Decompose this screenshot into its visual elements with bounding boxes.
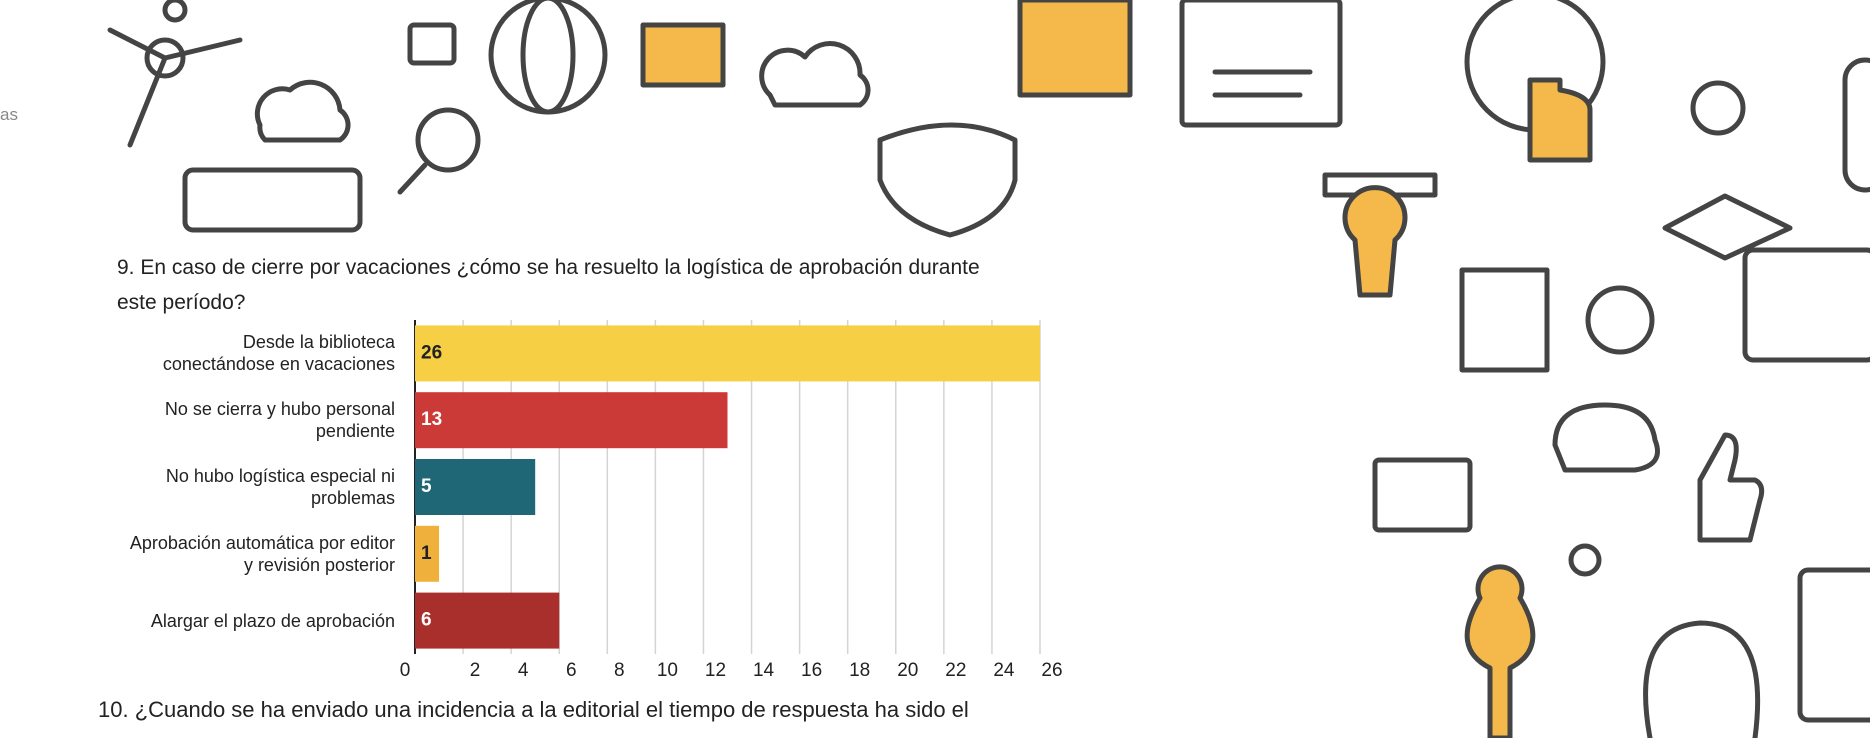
value-label: 5	[421, 476, 432, 497]
decor-icon	[1646, 623, 1758, 738]
x-tick-label: 2	[470, 660, 481, 681]
x-tick-label: 10	[657, 660, 678, 681]
decor-icon	[1588, 288, 1652, 352]
next-question: 10. ¿Cuando se ha enviado una incidencia…	[98, 697, 969, 723]
decor-icon	[491, 0, 605, 112]
decor-icon	[1800, 570, 1870, 720]
value-label: 26	[421, 342, 442, 363]
decor-banner	[110, 0, 1870, 235]
decor-icon	[643, 25, 723, 85]
decor-icon	[1182, 0, 1340, 125]
decor-icon	[400, 165, 425, 192]
x-tick-label: 6	[566, 660, 577, 681]
decor-icon	[410, 25, 454, 63]
decor-icon	[880, 125, 1015, 235]
decor-icon	[418, 110, 478, 170]
decor-icon	[1462, 270, 1547, 370]
x-tick-label: 0	[400, 660, 411, 681]
decor-icon	[1700, 435, 1762, 540]
x-tick-label: 4	[518, 660, 529, 681]
category-label: Desde la biblioteca conectándose en vaca…	[163, 331, 395, 375]
x-tick-label: 14	[753, 660, 775, 681]
decor-icon	[1555, 405, 1658, 470]
category-label: No se cierra y hubo personal pendiente	[165, 398, 395, 442]
x-tick-label: 16	[801, 660, 822, 681]
x-tick-label: 8	[614, 660, 625, 681]
decor-icon	[1745, 250, 1870, 360]
category-label: Alargar el plazo de aprobación	[151, 610, 395, 632]
category-label: No hubo logística especial ni problemas	[166, 465, 395, 509]
decor-icon	[523, 0, 573, 112]
decor-icon	[185, 170, 360, 230]
decor-icon	[1693, 83, 1743, 133]
decor-icon	[165, 0, 185, 20]
bar	[415, 325, 1040, 381]
bar	[415, 593, 559, 649]
x-tick-label: 22	[945, 660, 966, 681]
decor-icon	[1845, 60, 1870, 190]
decor-icon	[1571, 546, 1599, 574]
value-label: 13	[421, 409, 442, 430]
decor-icon	[1020, 0, 1130, 95]
chart-title: 9. En caso de cierre por vacaciones ¿cóm…	[117, 250, 980, 320]
value-label: 1	[421, 543, 432, 564]
decor-icon	[1375, 460, 1470, 530]
bar	[415, 459, 535, 515]
decor-icon	[1345, 188, 1405, 295]
decor-icon	[1530, 80, 1590, 160]
decor-icon	[762, 44, 868, 105]
decor-icon	[257, 82, 348, 140]
x-tick-label: 26	[1041, 660, 1062, 681]
x-tick-label: 24	[993, 660, 1015, 681]
value-label: 6	[421, 610, 432, 631]
decor-icon	[1467, 567, 1533, 738]
category-label: Aprobación automática por editor y revis…	[130, 532, 395, 576]
decor-icon	[130, 58, 165, 145]
page: 024681012141618202224262613516 as 9. En …	[0, 0, 1870, 738]
x-tick-label: 12	[705, 660, 726, 681]
sidebar-text: as	[0, 105, 18, 125]
decor-side	[1345, 188, 1870, 738]
x-tick-label: 20	[897, 660, 918, 681]
x-tick-label: 18	[849, 660, 870, 681]
bar	[415, 392, 728, 448]
